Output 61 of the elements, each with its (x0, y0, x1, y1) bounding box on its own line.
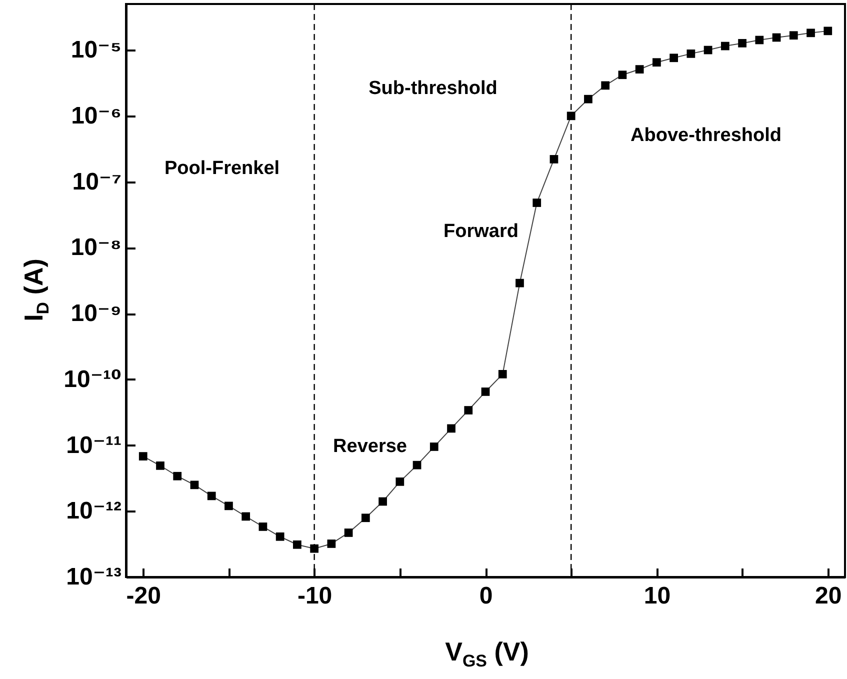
point (344, 528, 353, 537)
point (635, 65, 644, 74)
point (686, 50, 696, 58)
point (173, 472, 182, 480)
point (532, 198, 542, 207)
point (566, 112, 576, 120)
point (378, 497, 387, 506)
point (618, 70, 627, 80)
y-tick-label: 10⁻⁶ (71, 102, 122, 130)
y-tick-label: 10⁻⁷ (72, 168, 122, 196)
point (550, 155, 558, 164)
x-tick-label: -20 (126, 582, 161, 610)
point (738, 39, 746, 48)
point (361, 514, 370, 522)
point (498, 370, 507, 378)
x-tick-label: 20 (815, 582, 842, 610)
point (224, 502, 233, 510)
y-tick-label: 10⁻¹³ (66, 564, 122, 590)
annotation: Sub-threshold (368, 78, 498, 99)
y-tick-label: 10⁻¹¹ (66, 432, 122, 459)
point (310, 544, 318, 553)
point (156, 461, 164, 470)
annotation: Forward (444, 221, 518, 242)
y-tick-label: 10⁻⁵ (70, 36, 122, 64)
x-tick-label: 0 (479, 582, 493, 610)
point (276, 532, 284, 541)
point (258, 522, 268, 531)
point (242, 512, 250, 521)
y-tick-label: 10⁻⁹ (70, 300, 122, 328)
annotation: Above-threshold (630, 125, 782, 146)
point (755, 36, 764, 44)
point (190, 480, 199, 490)
point (430, 442, 438, 451)
annotation: Reverse (333, 436, 407, 457)
point (652, 58, 661, 67)
point (481, 388, 490, 396)
annotation: Pool-Frenkel (164, 158, 280, 179)
point (772, 33, 781, 42)
point (601, 81, 610, 90)
x-axis-title: V$_{GS}$ (V) (445, 636, 529, 672)
point (293, 540, 302, 549)
point (207, 492, 216, 500)
x-tick-label: 10 (644, 582, 671, 610)
point (584, 94, 592, 104)
point (464, 406, 473, 414)
point (670, 54, 678, 62)
point (396, 477, 404, 486)
point (806, 28, 815, 38)
point (720, 42, 730, 50)
point (327, 540, 336, 548)
point (704, 46, 712, 54)
x-tick-label: -10 (297, 582, 332, 610)
point (138, 452, 148, 460)
point (516, 278, 524, 288)
y-tick-label: 10⁻¹⁰ (64, 366, 122, 393)
point (447, 424, 456, 433)
point (789, 31, 798, 40)
y-tick-label: 10⁻⁸ (70, 234, 122, 262)
point (824, 26, 832, 36)
y-tick-label: 10⁻¹² (66, 498, 122, 525)
point (412, 460, 422, 470)
